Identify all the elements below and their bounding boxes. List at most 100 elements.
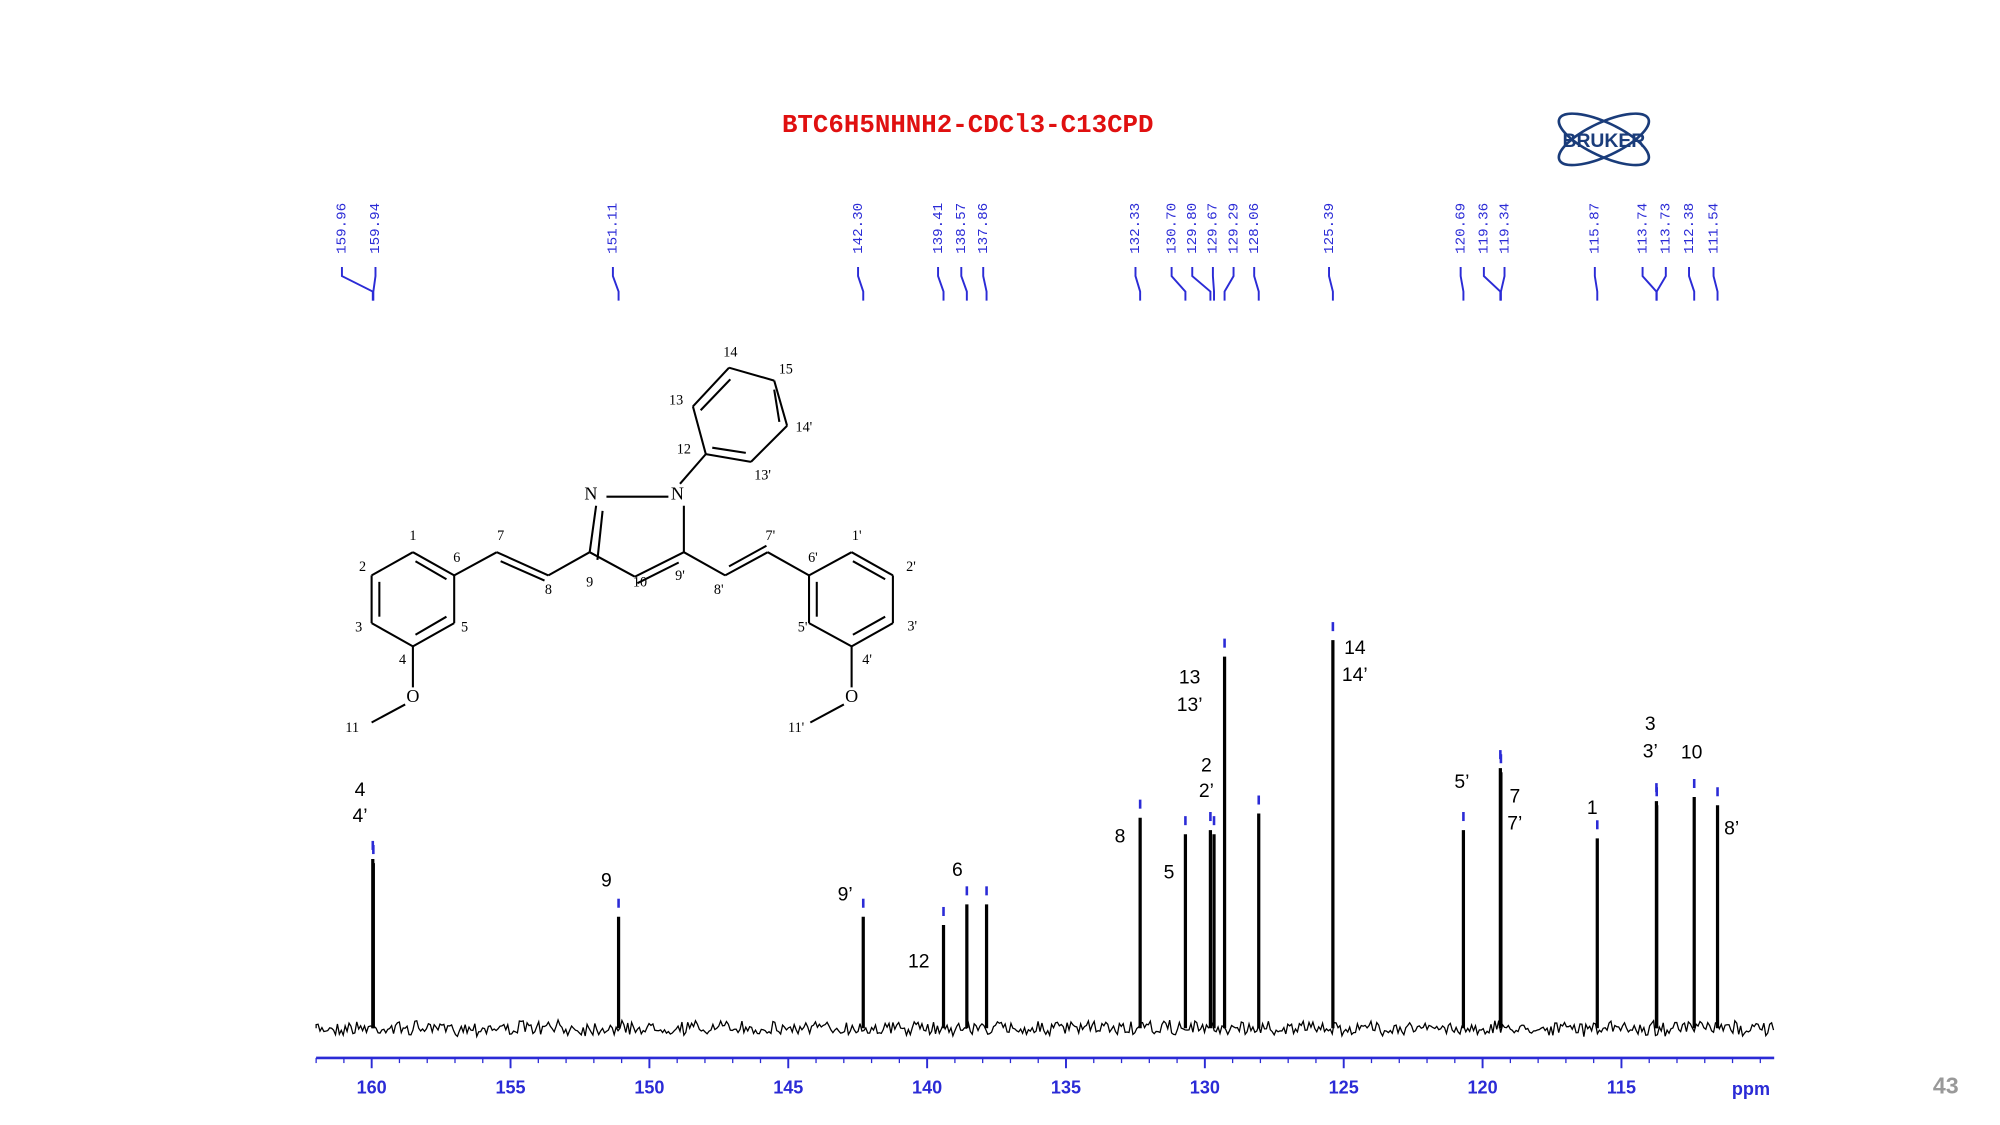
peak-label: 137.86 (976, 203, 992, 254)
bond (453, 551, 498, 577)
atom-label: 4 (399, 652, 406, 668)
bond (679, 453, 707, 485)
peak-label: 128.06 (1247, 203, 1263, 254)
assignment-label: 4 (355, 779, 366, 801)
x-axis-label: ppm (1732, 1079, 1770, 1099)
peak-label: 119.34 (1497, 203, 1513, 254)
peak-label-connector (857, 267, 865, 301)
peak-label: 138.57 (954, 203, 970, 254)
logo-orbit (1557, 112, 1651, 167)
bond (851, 551, 894, 577)
bond (705, 453, 752, 463)
atom-label: 13' (754, 467, 771, 483)
peak-label: 159.94 (368, 203, 384, 254)
assignment-label: 12 (908, 951, 930, 973)
x-tick-label: 115 (1607, 1078, 1636, 1098)
atom-label: 7 (497, 528, 504, 544)
peak-label-connector (1134, 267, 1142, 301)
atom-label: 5 (461, 620, 468, 636)
bond (728, 366, 775, 382)
bond (851, 622, 894, 648)
bond (412, 551, 455, 577)
x-tick-label: 155 (495, 1078, 525, 1098)
x-tick-label: 140 (912, 1078, 942, 1098)
atom-label: 13 (669, 392, 683, 408)
x-tick-label: 130 (1190, 1078, 1220, 1098)
peak-label: 132.33 (1128, 203, 1144, 254)
assignment-label: 3 (1645, 713, 1656, 735)
logo-orbit (1557, 112, 1651, 167)
atom-label: O (406, 686, 419, 706)
bond (371, 703, 406, 724)
bond (692, 366, 730, 408)
assignment-label: 1 (1587, 797, 1598, 819)
peak-label: 129.80 (1185, 203, 1201, 254)
bond (547, 551, 591, 577)
bond (750, 425, 788, 463)
assignment-label: 7’ (1507, 813, 1522, 835)
peak-label: 125.39 (1322, 203, 1338, 254)
x-tick-label: 145 (773, 1078, 803, 1098)
peak-label-connector (1223, 267, 1235, 301)
atom-label: 3' (907, 618, 917, 634)
bond (699, 378, 732, 411)
bond (589, 551, 636, 578)
peak-label-connector (1191, 267, 1212, 301)
atom-label: N (584, 484, 597, 504)
bond (412, 622, 455, 648)
bond (596, 510, 604, 561)
bond (634, 551, 685, 578)
peak-label-connector (1499, 267, 1506, 301)
atom-label: 8' (714, 582, 724, 598)
peak-label-connector (982, 267, 988, 301)
atom-label: 6 (453, 550, 460, 566)
peak-label: 129.29 (1226, 203, 1242, 254)
peak-label: 119.36 (1477, 203, 1493, 254)
peak-label: 113.73 (1659, 203, 1675, 254)
bond (852, 615, 886, 636)
peak-label-connector (1641, 267, 1658, 301)
atom-label: 9 (586, 574, 593, 590)
atom-label: 1' (852, 528, 862, 544)
assignment-label: 10 (1681, 742, 1703, 764)
atom-label: O (845, 686, 858, 706)
peak-label: 129.67 (1206, 203, 1222, 254)
atom-label: 4' (862, 652, 872, 668)
bond (712, 446, 746, 454)
bond (414, 560, 447, 581)
atom-label: 2' (906, 559, 916, 575)
atom-label: 2 (359, 559, 366, 575)
atom-label: 14' (795, 420, 812, 436)
peak-label-connector (340, 267, 374, 301)
peak-label: 130.70 (1164, 203, 1180, 254)
peak-label: 120.69 (1453, 203, 1469, 254)
peak-label: 142.30 (851, 203, 867, 254)
peak-label-connector (372, 267, 377, 301)
assignment-label: 5 (1164, 862, 1175, 884)
bond (773, 389, 781, 423)
assignment-label: 14’ (1342, 664, 1368, 686)
bond (724, 551, 769, 577)
x-tick-label: 135 (1051, 1078, 1081, 1098)
baseline-noise (315, 1017, 1775, 1039)
atom-label: 9' (675, 568, 685, 584)
peak-label-connector (1459, 267, 1465, 301)
assignment-label: 8’ (1724, 818, 1739, 840)
bruker-logo: BRUKER (1557, 112, 1651, 167)
bond (728, 544, 767, 568)
bond (808, 551, 853, 577)
peak-label: 111.54 (1706, 203, 1722, 254)
bond (496, 551, 549, 577)
atom-label: 3 (355, 620, 362, 636)
bond (691, 406, 707, 455)
atom-label: N (671, 484, 684, 504)
peak-label-connector (1688, 267, 1696, 301)
x-tick-label: 125 (1329, 1078, 1359, 1098)
bond (852, 560, 886, 581)
molecule (370, 366, 894, 724)
bond (414, 615, 447, 636)
atom-label: 8 (545, 582, 552, 598)
atom-label: 15 (779, 362, 793, 378)
peak-label: 112.38 (1682, 203, 1698, 254)
